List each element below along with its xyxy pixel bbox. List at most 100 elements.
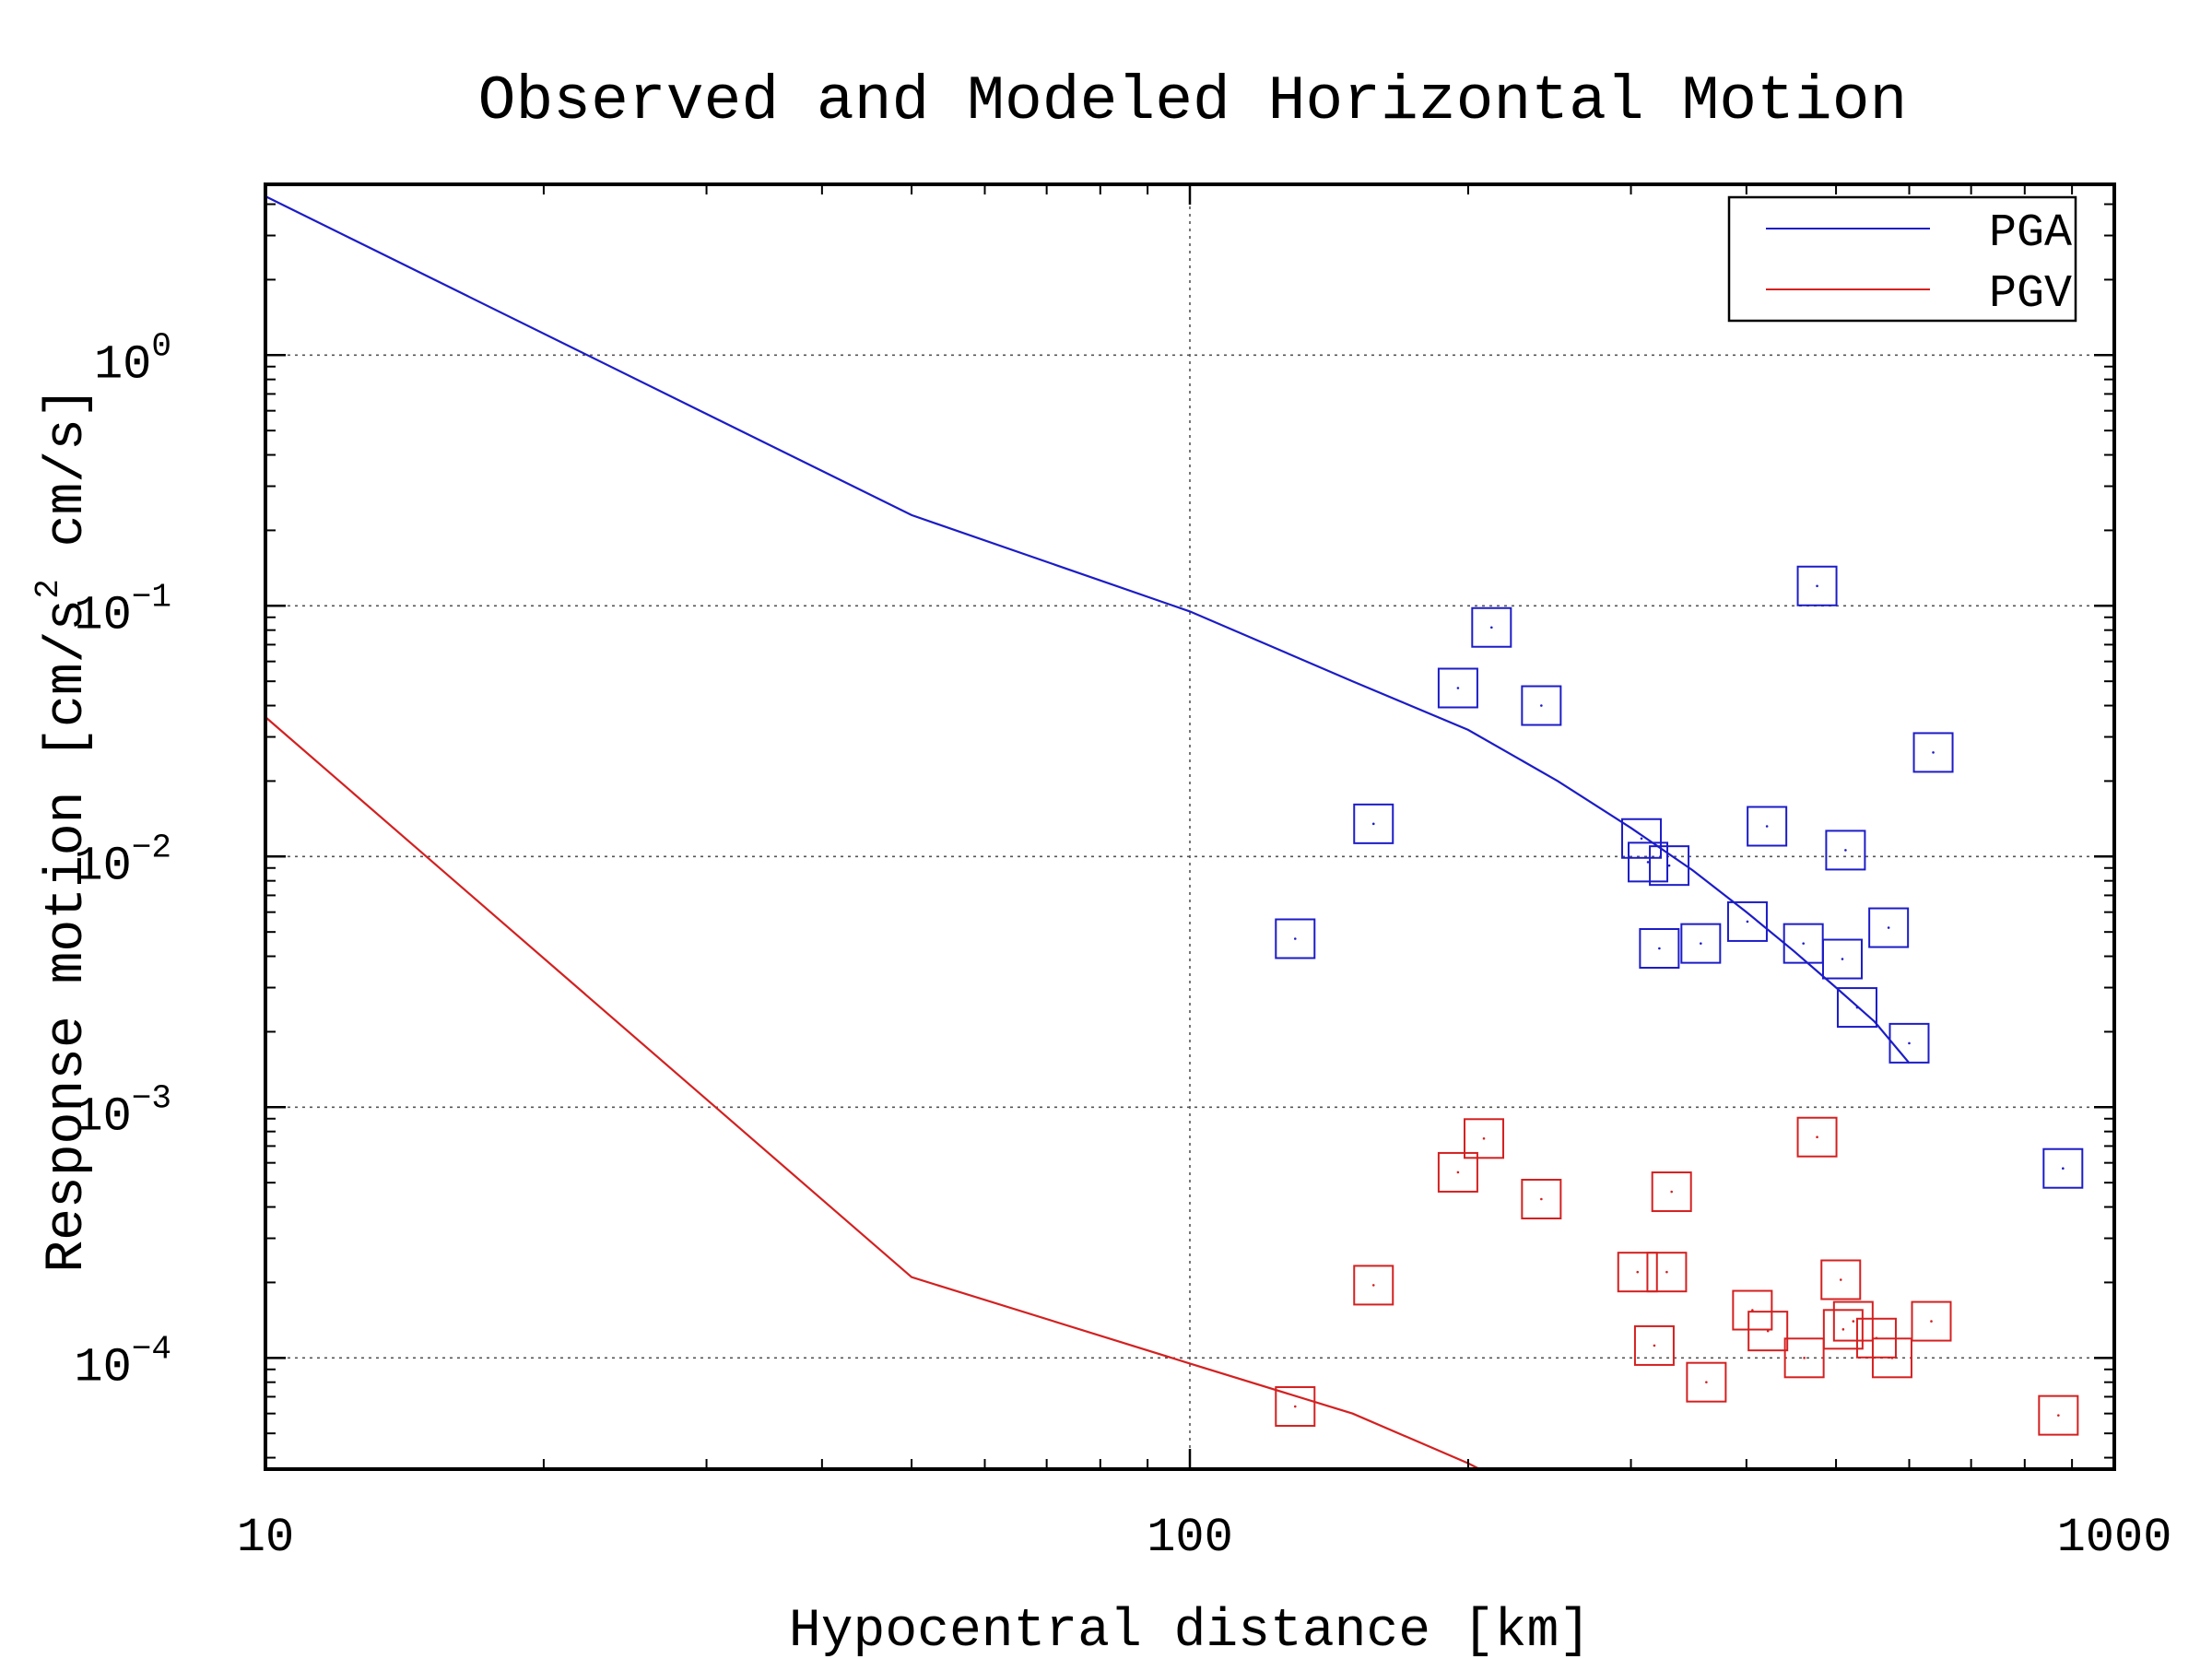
observed-point-center-pga-20 [2062,1167,2065,1171]
observed-point-pga-2 [1437,667,1478,709]
observed-point-center-pga-1 [1371,822,1375,826]
observed-point-center-pga-14 [1841,958,1844,960]
y-tick-label-base-4: 10 [74,1340,131,1394]
observed-point-center-pga-8 [1667,864,1671,867]
y-tick-label-base-1: 10 [74,588,131,642]
observed-point-center-pga-13 [1816,584,1818,588]
y-axis-label-prefix: Response motion [cm/s [38,599,98,1273]
observed-point-center-pga-17 [1887,926,1890,929]
observed-point-pgv-10 [1732,1289,1773,1331]
observed-point-pga-11 [1747,806,1788,847]
observed-point-center-pga-18 [1908,1041,1911,1045]
observed-point-pga-6 [1628,841,1669,883]
y-tick-label-exp-1: −1 [132,578,171,616]
observed-point-pgv-4 [1521,1179,1562,1220]
y-axis-label: Response motion [cm/s2 cm/s] [29,386,98,1272]
observed-point-center-pgv-1 [1371,1284,1375,1287]
observed-point-center-pga-16 [1855,1006,1859,1009]
legend: PGA PGV [1727,195,2077,323]
y-tick-label-base-3: 10 [74,1089,131,1144]
observed-point-center-pgv-11 [1766,1329,1770,1333]
model-line-pga [265,195,1911,1065]
y-axis-label-suffix: cm/s] [38,386,98,579]
legend-box [1727,195,2077,323]
observed-point-pgv-19 [1911,1300,1952,1342]
observed-point-pgv-8 [1651,1171,1692,1213]
observed-point-pga-20 [2042,1147,2084,1189]
observed-point-center-pgv-20 [2057,1414,2060,1417]
y-tick-label-base-2: 10 [74,839,131,893]
observed-point-center-pgv-15 [1841,1328,1845,1331]
y-tick-label-2: 10−2 [74,829,171,893]
observed-point-center-pga-4 [1540,704,1543,707]
observed-point-pgv-15 [1822,1309,1864,1350]
observed-point-center-pgv-4 [1540,1197,1543,1201]
observed-point-pga-13 [1796,565,1838,606]
observed-point-center-pgv-0 [1293,1405,1297,1408]
y-tick-label-base-0: 10 [94,337,151,392]
observed-point-pga-14 [1821,938,1863,980]
observed-point-pgv-16 [1832,1300,1874,1342]
y-tick-label-0: 100 [94,327,171,392]
y-tick-label-exp-4: −4 [132,1330,171,1368]
observed-point-center-pgv-9 [1705,1381,1708,1383]
observed-point-pgv-20 [2038,1394,2079,1436]
x-axis-label: Hypocentral distance [km] [789,1602,1591,1659]
observed-point-center-pga-3 [1490,626,1493,629]
observed-point-center-pgv-6 [1653,1344,1656,1347]
y-axis-label-superscript: 2 [29,579,67,599]
observed-point-pga-7 [1639,928,1680,970]
observed-point-center-pgv-18 [1890,1357,1894,1359]
observed-point-pga-15 [1825,830,1866,871]
observed-point-center-pgv-12 [1803,1357,1806,1359]
observed-point-center-pgv-2 [1456,1171,1460,1174]
observed-point-pga-18 [1888,1022,1930,1064]
observed-point-center-pgv-8 [1670,1190,1674,1194]
observed-point-center-pgv-16 [1852,1320,1855,1323]
observed-point-pga-17 [1868,907,1910,948]
observed-point-center-pga-15 [1844,849,1847,852]
observed-point-pgv-1 [1353,1265,1394,1306]
observed-point-center-pga-6 [1646,861,1650,864]
observed-point-center-pga-0 [1293,937,1297,940]
observed-point-pga-5 [1621,818,1663,859]
legend-label-pgv: PGV [1989,268,2072,321]
observed-point-pgv-3 [1464,1118,1505,1159]
axis-ticks [264,184,2116,1469]
observed-point-center-pgv-14 [1839,1278,1842,1281]
observed-point-center-pga-7 [1658,947,1661,950]
observed-point-pgv-5 [1617,1252,1658,1293]
legend-label-pga: PGA [1989,207,2072,260]
observed-point-pga-19 [1912,732,1954,773]
observed-point-pgv-6 [1633,1324,1675,1366]
observed-point-pga-1 [1353,803,1394,844]
observed-point-pga-0 [1275,918,1316,959]
observed-point-center-pga-2 [1456,687,1460,689]
y-tick-label-exp-3: −3 [132,1079,171,1117]
observed-point-center-pga-10 [1746,920,1749,924]
observed-point-pgv-14 [1820,1259,1862,1300]
observed-point-center-pga-19 [1932,751,1935,754]
series-layer [265,195,2084,1469]
observed-point-pgv-18 [1871,1337,1912,1379]
y-tick-label-4: 10−4 [74,1330,171,1394]
observed-point-pgv-11 [1747,1311,1789,1352]
y-tick-label-exp-0: 0 [151,327,171,365]
observed-point-center-pga-12 [1802,942,1805,945]
observed-point-pgv-12 [1783,1337,1825,1379]
observed-point-pgv-9 [1686,1361,1727,1403]
observed-point-center-pgv-7 [1665,1270,1668,1274]
observed-point-pgv-2 [1437,1151,1478,1193]
observed-point-center-pgv-5 [1636,1270,1640,1274]
y-tick-label-exp-2: −2 [132,829,171,866]
observed-point-center-pgv-19 [1930,1320,1933,1323]
model-line-pgv [265,716,1482,1469]
observed-point-pga-10 [1726,900,1768,942]
observed-point-pgv-13 [1796,1116,1838,1158]
chart-title: Observed and Modeled Horizontal Motion [478,66,1908,137]
observed-point-center-pga-11 [1765,825,1769,828]
observed-point-pga-4 [1521,685,1562,726]
observed-point-pga-9 [1680,923,1722,964]
